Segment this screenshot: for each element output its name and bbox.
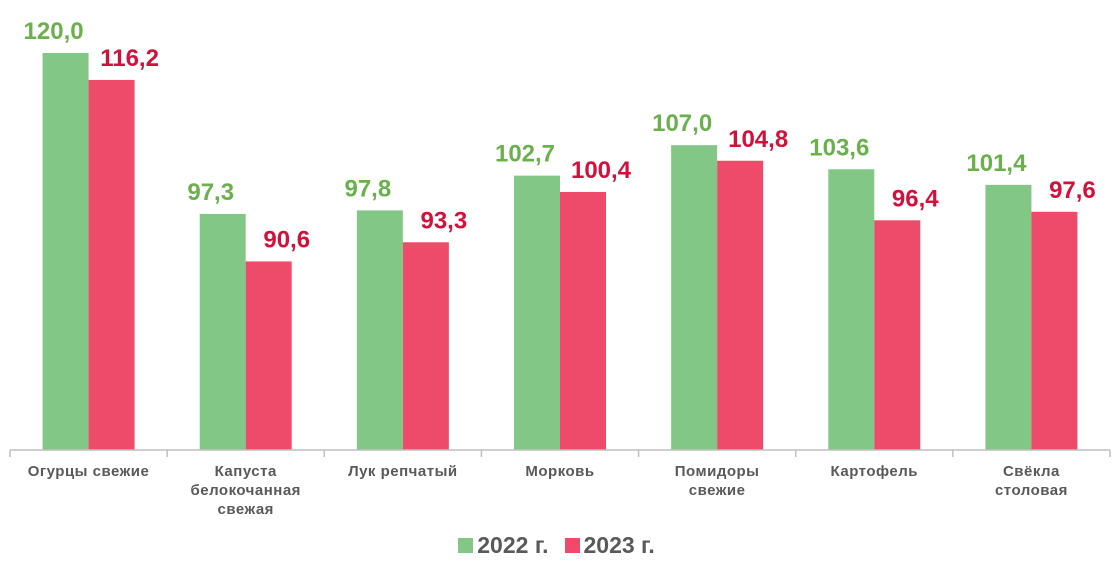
- data-label: 103,6: [809, 134, 869, 161]
- bar: [1031, 211, 1078, 450]
- bar: [514, 175, 560, 450]
- data-label: 90,6: [263, 226, 310, 253]
- data-label: 107,0: [652, 110, 712, 137]
- x-tick-label: Лук репчатый: [348, 463, 458, 480]
- bar: [88, 79, 135, 451]
- bar: [560, 191, 606, 450]
- data-label: 104,8: [728, 126, 788, 153]
- data-label: 97,8: [344, 175, 391, 202]
- bar: [874, 220, 921, 450]
- data-label: 97,3: [187, 179, 234, 206]
- x-tick-label: Помидоры свежие: [674, 463, 760, 499]
- bar: [199, 213, 246, 450]
- bar: [356, 210, 403, 450]
- legend-label: 2022 г.: [477, 532, 549, 558]
- data-label: 100,4: [571, 157, 632, 184]
- data-label: 96,4: [892, 185, 939, 212]
- x-tick-label: Свёкла столовая: [994, 463, 1068, 499]
- bar: [402, 242, 449, 450]
- legend-swatch: [564, 538, 580, 553]
- data-label: 93,3: [420, 207, 467, 234]
- bar: [245, 261, 292, 450]
- x-tick-label: Морковь: [525, 463, 595, 480]
- x-tick-label: Капуста белокочанная свежая: [190, 463, 301, 518]
- data-label: 101,4: [966, 150, 1027, 177]
- bar: [42, 53, 89, 450]
- bar: [717, 160, 764, 450]
- bar: [985, 184, 1032, 450]
- legend-label: 2023 г.: [583, 532, 655, 558]
- legend: 2022 г. 2023 г.: [0, 532, 1113, 559]
- data-label: 116,2: [100, 45, 159, 72]
- data-label: 102,7: [495, 141, 555, 168]
- bar: [671, 145, 718, 451]
- legend-item: 2022 г.: [458, 532, 549, 559]
- bar: [828, 169, 875, 450]
- x-tick-label: Огурцы свежие: [27, 463, 150, 480]
- legend-item: 2023 г.: [564, 532, 655, 559]
- x-tick-label: Картофель: [830, 463, 919, 480]
- legend-swatch: [458, 538, 474, 553]
- data-label: 97,6: [1049, 177, 1096, 204]
- data-label: 120,0: [24, 18, 84, 45]
